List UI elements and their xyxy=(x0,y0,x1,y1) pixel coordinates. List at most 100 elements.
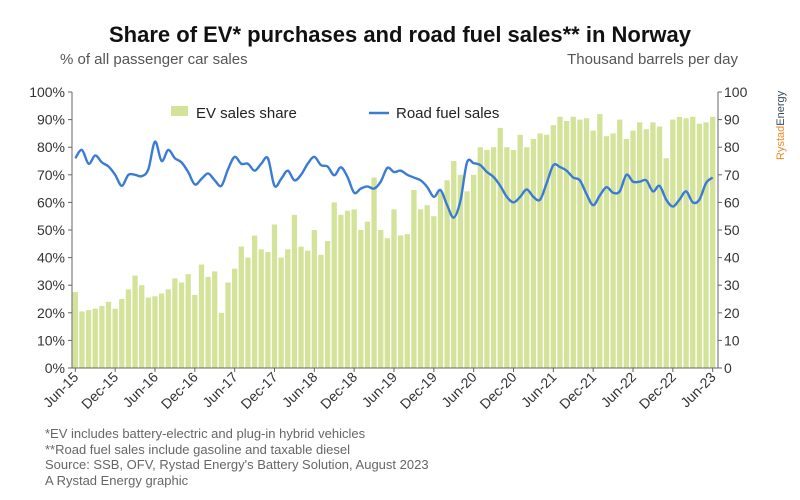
ev-share-bar xyxy=(411,189,417,368)
ev-share-bar xyxy=(504,147,510,368)
ev-share-bar xyxy=(112,308,118,368)
left-axis-label: % of all passenger car sales xyxy=(60,51,248,68)
ev-share-bar xyxy=(105,301,112,368)
ev-share-bar xyxy=(437,191,444,368)
ev-share-bar xyxy=(617,119,623,368)
ev-share-bar xyxy=(205,276,211,368)
ev-share-bar xyxy=(490,147,497,368)
ev-share-bar xyxy=(132,275,138,368)
ev-share-bar xyxy=(85,310,92,368)
x-tick-label: Jun-21 xyxy=(518,369,560,411)
x-tick-label: Jun-17 xyxy=(199,369,241,411)
ev-share-bar xyxy=(291,214,298,368)
right-tick-label: 10 xyxy=(724,332,740,348)
x-tick-label: Dec-21 xyxy=(556,369,599,412)
footnote: Source: SSB, OFV, Rystad Energy's Batter… xyxy=(45,457,429,472)
left-tick-label: 90% xyxy=(37,112,65,128)
ev-share-bar xyxy=(358,230,364,368)
x-tick-label: Dec-18 xyxy=(317,369,360,412)
ev-share-bar xyxy=(451,161,457,368)
right-tick-label: 40 xyxy=(724,250,740,266)
left-tick-label: 100% xyxy=(29,84,65,100)
ev-share-bar xyxy=(238,246,244,368)
ev-share-bar xyxy=(125,289,132,368)
ev-share-bar xyxy=(198,264,205,368)
ev-share-bar xyxy=(79,311,85,368)
ev-share-bar xyxy=(331,202,337,368)
footnotes: *EV includes battery-electric and plug-i… xyxy=(45,426,429,488)
ev-share-bar xyxy=(271,224,278,368)
ev-share-bar xyxy=(311,230,317,368)
legend-fuel-label: Road fuel sales xyxy=(396,105,499,122)
right-tick-label: 50 xyxy=(724,222,740,238)
ev-share-bar xyxy=(597,114,603,368)
ev-share-bar xyxy=(431,216,437,368)
ev-share-bar xyxy=(265,252,271,368)
ev-share-bar xyxy=(517,134,523,368)
x-tick-label: Dec-22 xyxy=(636,369,679,412)
road-fuel-line xyxy=(74,140,714,219)
ev-share-bar xyxy=(530,138,537,368)
ev-share-bar xyxy=(378,230,384,368)
x-tick-label: Dec-17 xyxy=(237,369,280,412)
ev-share-bar xyxy=(484,149,490,368)
ev-share-bar xyxy=(305,250,311,368)
ev-share-bar xyxy=(690,116,696,368)
ev-share-bar xyxy=(232,268,238,368)
ev-share-bar xyxy=(172,278,178,368)
ev-share-bar xyxy=(165,289,171,368)
ev-share-bar xyxy=(630,130,636,368)
right-tick-label: 20 xyxy=(724,305,740,321)
ev-share-bar xyxy=(550,125,556,369)
left-tick-label: 80% xyxy=(37,139,65,155)
right-tick-label: 70 xyxy=(724,167,740,183)
ev-share-bar xyxy=(158,293,165,368)
ev-share-bar xyxy=(404,234,410,368)
ev-share-bar xyxy=(145,297,152,368)
x-tick-label: Jun-20 xyxy=(438,369,480,411)
ev-share-bar xyxy=(497,127,503,368)
x-tick-label: Jun-19 xyxy=(359,369,401,411)
ev-share-bar xyxy=(152,296,158,368)
ev-share-bar xyxy=(351,209,357,368)
footnote: *EV includes battery-electric and plug-i… xyxy=(45,426,366,441)
right-tick-label: 80 xyxy=(724,139,740,155)
ev-share-bar xyxy=(397,235,404,368)
x-tick-label: Jun-18 xyxy=(279,369,321,411)
ev-share-bar xyxy=(318,254,324,368)
ev-share-bar xyxy=(371,177,377,368)
right-tick-label: 60 xyxy=(724,194,740,210)
ev-share-bar xyxy=(683,118,689,368)
x-tick-label: Dec-19 xyxy=(397,369,440,412)
right-axis-label: Thousand barrels per day xyxy=(567,51,738,68)
ev-share-bar xyxy=(610,133,616,368)
ev-share-bar xyxy=(703,122,709,368)
left-tick-label: 0% xyxy=(45,360,65,376)
left-tick-label: 60% xyxy=(37,194,65,210)
right-tick-label: 90 xyxy=(724,112,740,128)
footnote: A Rystad Energy graphic xyxy=(45,472,189,488)
ev-share-bar xyxy=(338,214,344,368)
legend-bar-swatch xyxy=(171,106,188,116)
ev-share-bar xyxy=(344,210,351,368)
footnote: **Road fuel sales include gasoline and t… xyxy=(45,441,350,457)
ev-share-bar xyxy=(424,205,430,368)
ev-share-bar xyxy=(298,246,304,368)
ev-share-bar xyxy=(178,282,185,368)
ev-share-bar xyxy=(643,129,649,368)
ev-share-bar xyxy=(510,149,517,368)
chart-title: Share of EV* purchases and road fuel sal… xyxy=(109,22,691,47)
right-tick-label: 100 xyxy=(724,84,748,100)
x-tick-label: Jun-22 xyxy=(598,369,640,411)
ev-share-bar xyxy=(537,133,543,368)
ev-share-bar xyxy=(710,116,716,368)
ev-share-bar xyxy=(258,249,264,368)
ev-share-bar xyxy=(663,158,669,368)
x-tick-label: Jun-23 xyxy=(677,369,719,411)
legend-ev-label: EV sales share xyxy=(196,105,297,122)
ev-share-bar xyxy=(464,191,470,368)
x-tick-label: Dec-16 xyxy=(158,369,201,412)
ev-share-bar xyxy=(590,130,596,368)
ev-share-bar xyxy=(477,147,483,368)
